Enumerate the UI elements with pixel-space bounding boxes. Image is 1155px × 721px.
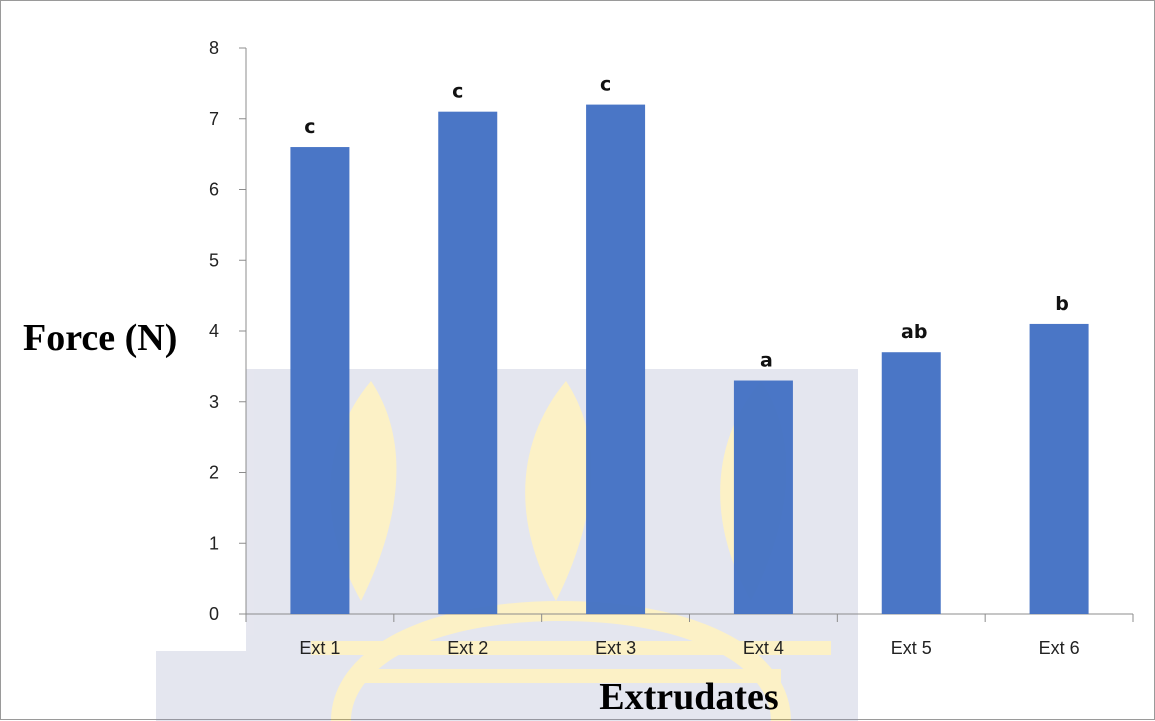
axes: 0 1 2 3 4 5 6 7 8 — [209, 38, 1134, 624]
x-tick-label: Ext 2 — [447, 638, 488, 658]
bar — [1029, 323, 1089, 614]
bar — [881, 352, 941, 614]
data-label: b — [1055, 293, 1069, 315]
y-tick-label: 1 — [209, 533, 219, 553]
x-axis-title: Extrudates — [599, 676, 778, 718]
bar — [438, 111, 498, 615]
data-label: a — [760, 350, 773, 372]
y-tick-label: 8 — [209, 38, 219, 58]
labels: Ext 1 c Ext 2 c Ext 3 c Ext 4 a Ext 5 ab Ext 6 b — [299, 74, 1079, 658]
y-tick-label: 6 — [209, 180, 219, 200]
bars — [290, 104, 1089, 615]
x-tick-label: Ext 6 — [1039, 638, 1080, 658]
y-axis-title: Force (N) — [23, 317, 177, 359]
y-tick-label: 0 — [209, 604, 219, 624]
data-label: ab — [901, 321, 927, 343]
x-tick-label: Ext 1 — [299, 638, 340, 658]
y-tick-label: 2 — [209, 463, 219, 483]
data-label: c — [452, 81, 463, 103]
y-tick-label: 3 — [209, 392, 219, 412]
y-tick-label: 7 — [209, 109, 219, 129]
bar — [290, 147, 350, 615]
bar — [733, 380, 793, 614]
x-tick-label: Ext 5 — [891, 638, 932, 658]
y-tick-label: 5 — [209, 250, 219, 270]
bar — [586, 104, 646, 614]
x-tick-label: Ext 4 — [743, 638, 784, 658]
data-label: c — [304, 116, 315, 138]
data-label: c — [600, 74, 611, 96]
y-tick-label: 4 — [209, 321, 219, 341]
x-tick-label: Ext 3 — [595, 638, 636, 658]
